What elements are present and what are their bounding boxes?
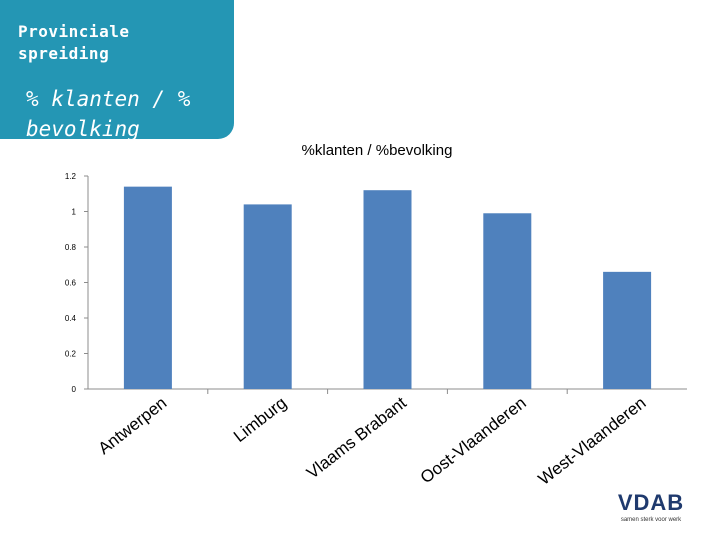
y-tick-label: 1.2: [65, 172, 77, 181]
x-category-label: Antwerpen: [95, 393, 171, 458]
bar: [243, 204, 292, 389]
panel-subtitle: % klanten / % bevolking: [26, 87, 191, 141]
y-tick-label: 0.6: [65, 279, 77, 288]
x-category-label: Vlaams Brabant: [303, 393, 410, 483]
x-category-label: West-Vlaanderen: [535, 393, 650, 489]
x-category-label: Limburg: [230, 393, 290, 446]
logo-wordmark: VDAB: [617, 490, 685, 515]
y-tick-label: 0.8: [65, 243, 77, 252]
x-category-label: Oost-Vlaanderen: [417, 393, 530, 487]
title-panel: Provinciale spreiding % klanten / % bevo…: [0, 0, 234, 141]
bar: [483, 213, 532, 389]
chart-title: %klanten / %bevolking: [301, 142, 453, 159]
bar: [363, 190, 412, 389]
y-tick-label: 0: [72, 385, 77, 394]
y-tick-label: 0.2: [65, 350, 77, 359]
vdab-logo: VDAB samen sterk voor werk: [606, 490, 696, 530]
logo-tagline: samen sterk voor werk: [620, 517, 682, 523]
bar: [603, 271, 652, 389]
y-tick-label: 0.4: [65, 314, 77, 323]
bar: [123, 186, 172, 389]
panel-title: Provinciale spreiding: [18, 22, 130, 63]
y-tick-label: 1: [72, 208, 77, 217]
